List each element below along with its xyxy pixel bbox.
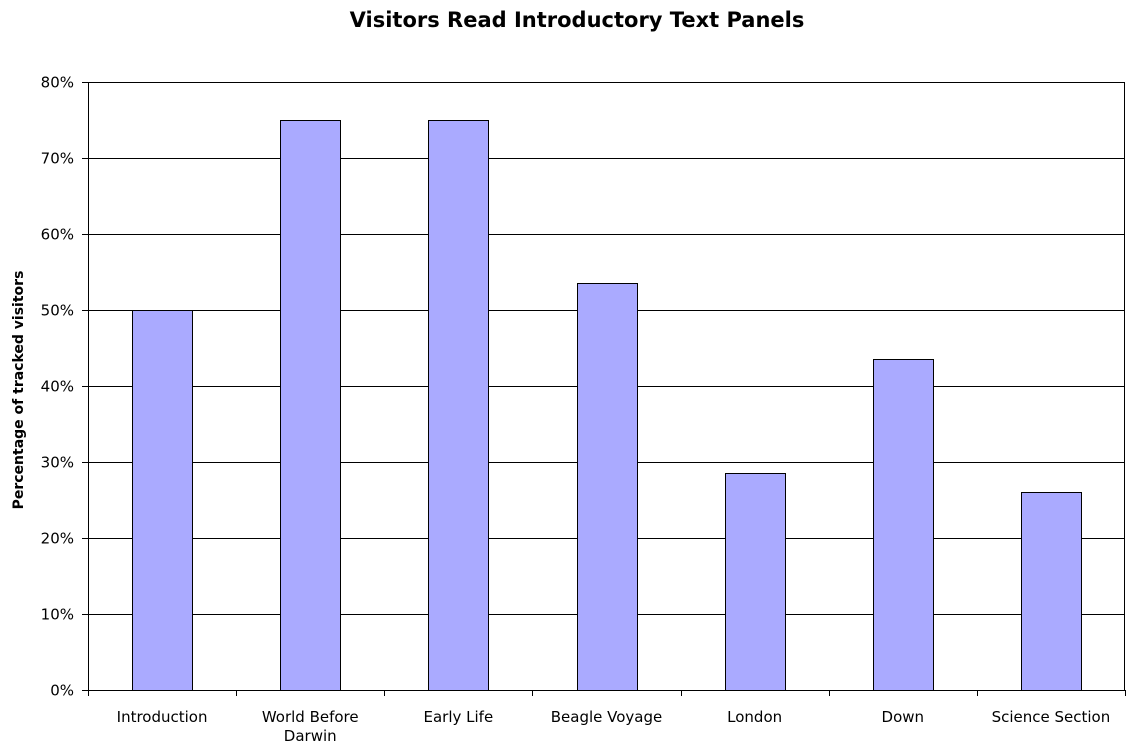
- y-tick-label: 50%: [41, 302, 74, 320]
- chart-title: Visitors Read Introductory Text Panels: [350, 8, 805, 32]
- x-tick-label: Introduction: [117, 708, 208, 726]
- y-tick-label: 80%: [41, 74, 74, 92]
- bars: [132, 120, 1082, 691]
- bar: [725, 473, 786, 691]
- axes: [82, 82, 1126, 696]
- x-tick-label: Beagle Voyage: [551, 708, 663, 726]
- x-tick-label: Science Section: [992, 708, 1111, 726]
- bar: [280, 120, 341, 691]
- bar: [428, 120, 489, 691]
- y-tick-label: 60%: [41, 226, 74, 244]
- y-axis-label: Percentage of tracked visitors: [11, 271, 27, 510]
- x-tick-label: Early Life: [424, 708, 494, 726]
- x-tick-label: London: [727, 708, 782, 726]
- bar: [1021, 492, 1082, 691]
- y-tick-label: 40%: [41, 378, 74, 396]
- y-tick-label: 0%: [50, 682, 74, 700]
- y-tick-label: 20%: [41, 530, 74, 548]
- x-tick-label: Darwin: [284, 727, 337, 745]
- x-tick-label: World Before: [262, 708, 359, 726]
- bar: [577, 283, 638, 691]
- bar: [873, 359, 934, 691]
- y-tick-label: 10%: [41, 606, 74, 624]
- bar: [132, 310, 193, 691]
- y-tick-labels: 0% 10% 20% 30% 40% 50% 60% 70% 80%: [41, 74, 74, 700]
- y-tick-label: 30%: [41, 454, 74, 472]
- x-tick-label: Down: [882, 708, 925, 726]
- y-tick-label: 70%: [41, 150, 74, 168]
